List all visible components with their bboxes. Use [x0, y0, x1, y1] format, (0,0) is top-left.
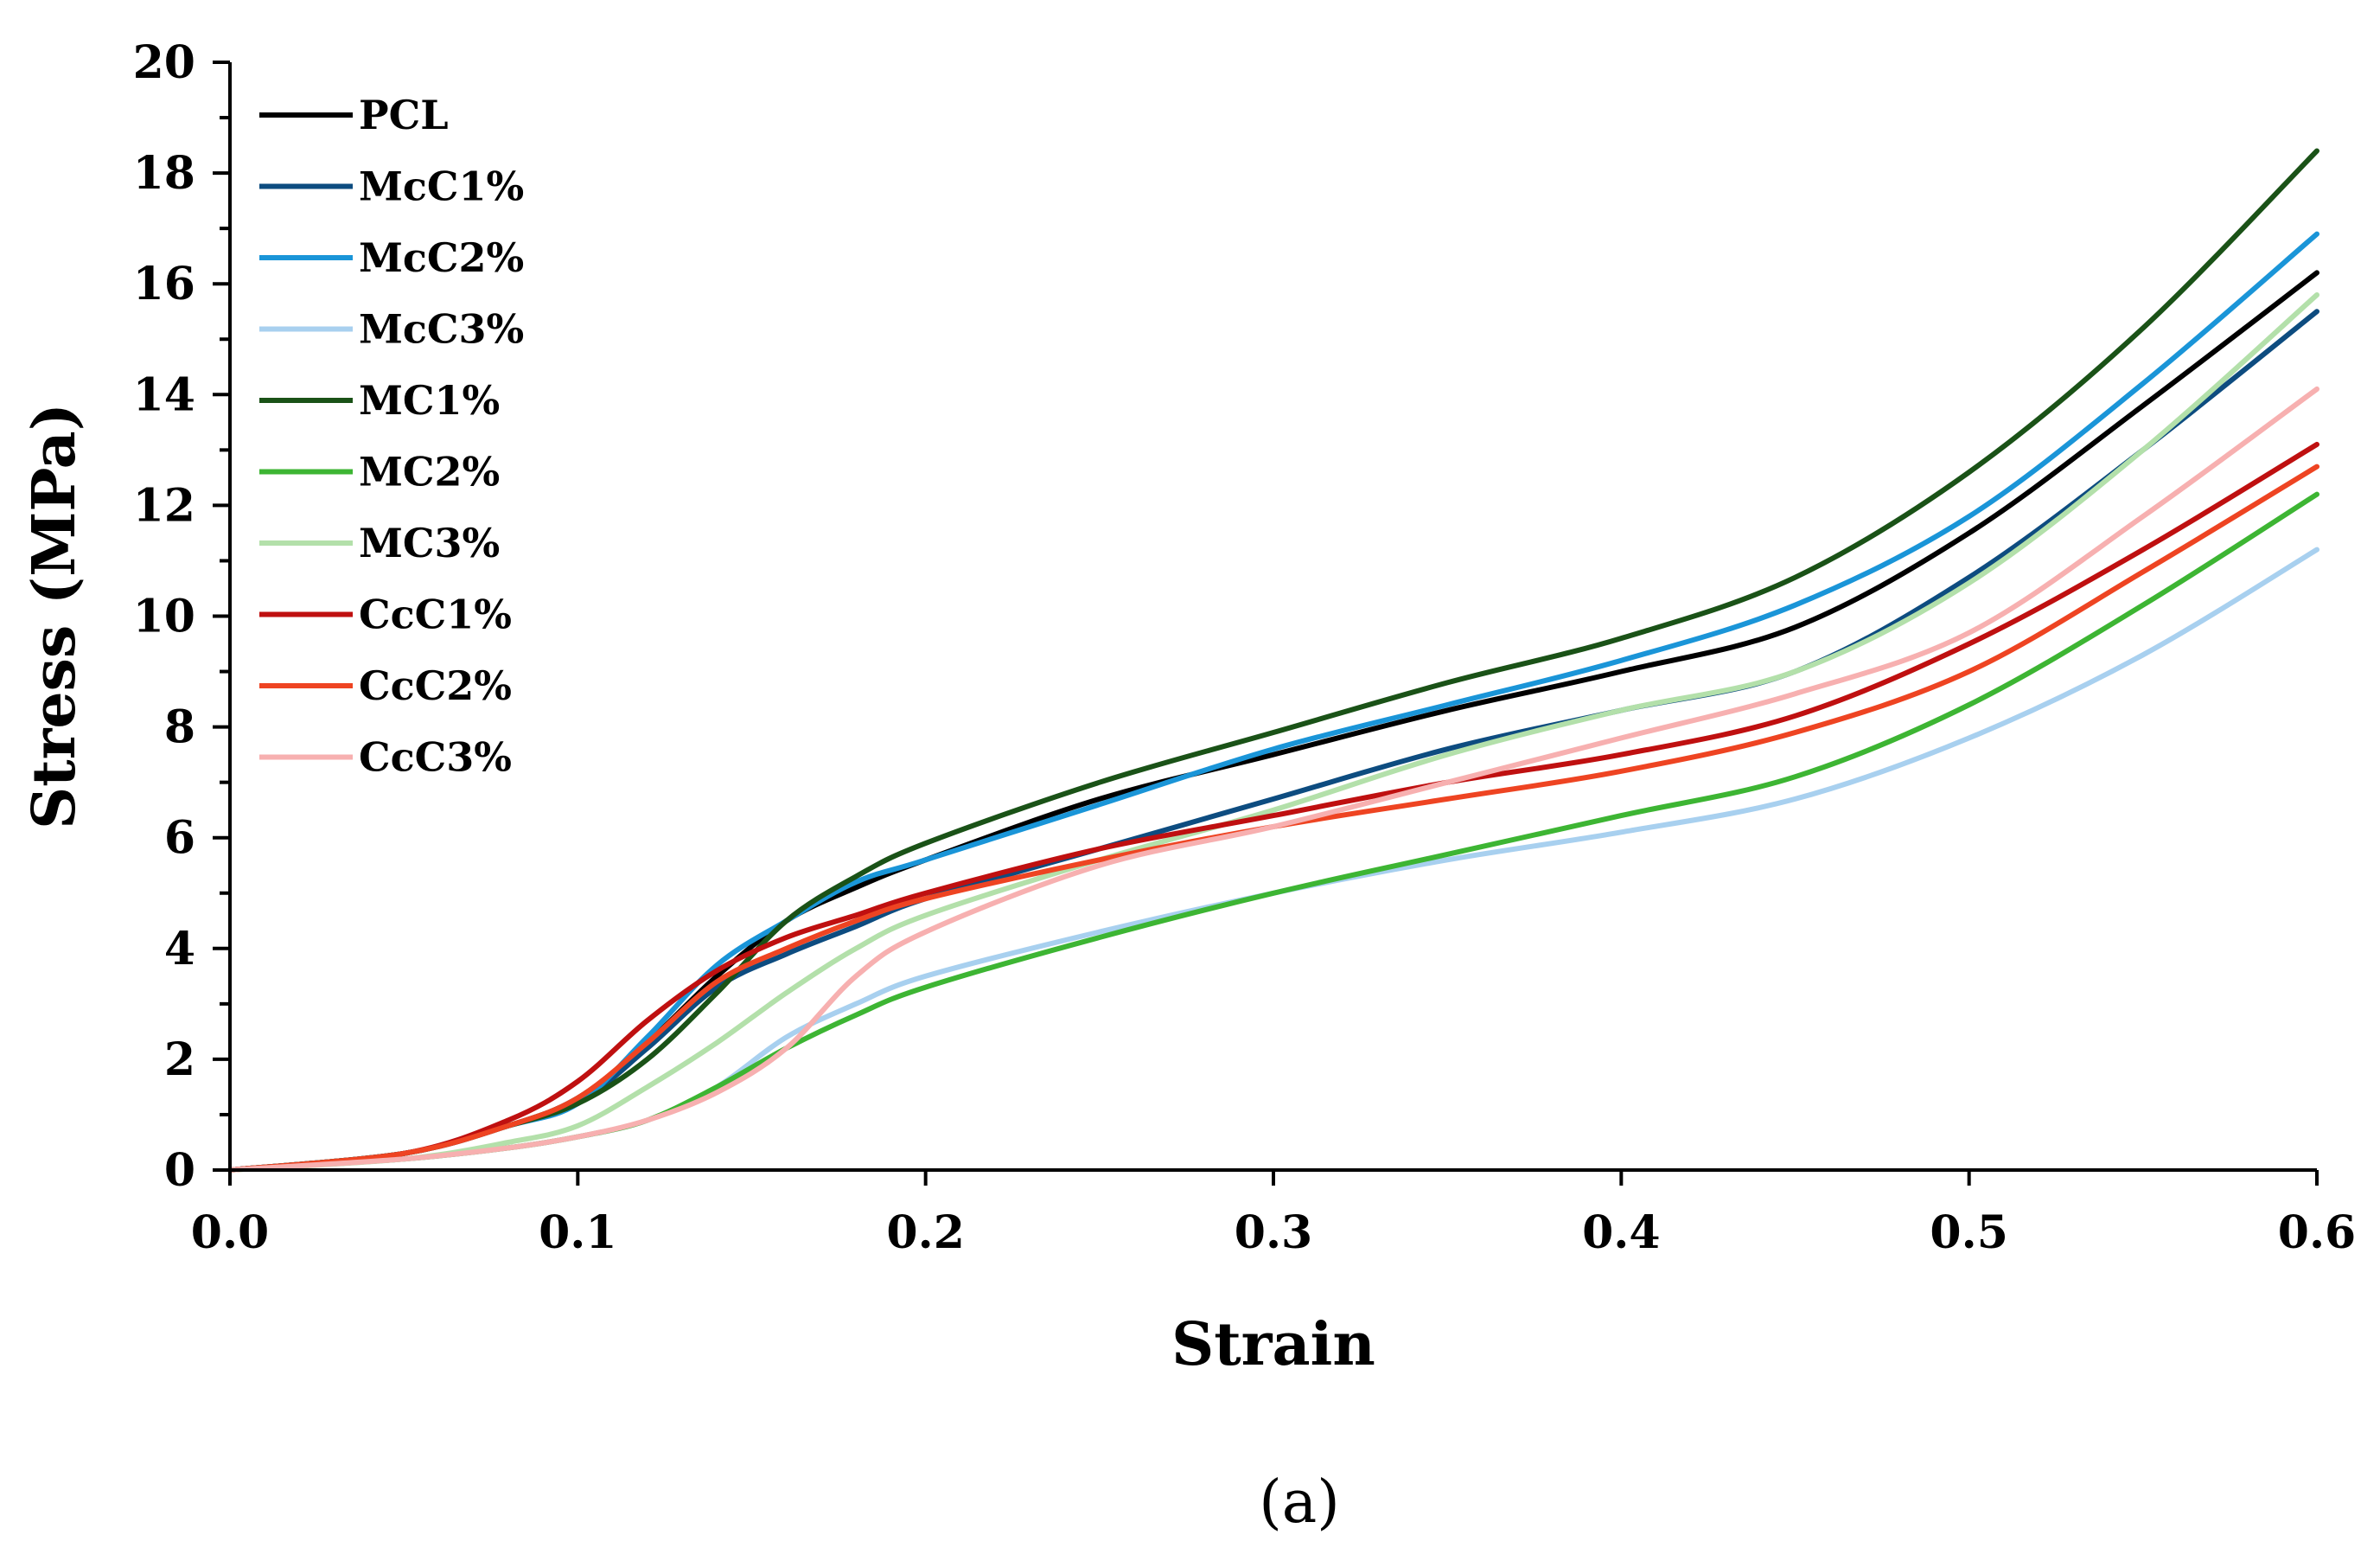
- legend-label-mc2pct: MC2%: [359, 449, 500, 496]
- series-line-ccc1pct: [227, 441, 2319, 1173]
- y-tick-label: 4: [164, 923, 195, 975]
- legend-label-mc3pct: MC3%: [359, 520, 500, 566]
- y-tick-label: 18: [133, 147, 195, 200]
- panel-label: (a): [1259, 1468, 1340, 1537]
- y-tick-label: 10: [133, 591, 195, 643]
- x-tick-label: 0.5: [1930, 1206, 2007, 1259]
- series-line-ccc3pct: [227, 386, 2319, 1173]
- x-tick-label: 0.3: [1235, 1206, 1312, 1259]
- y-tick-label: 16: [133, 258, 195, 310]
- series-line-ccc2pct: [227, 464, 2319, 1173]
- y-tick-label: 0: [164, 1144, 195, 1197]
- series-line-mcc2pct: [227, 231, 2319, 1173]
- legend-label-mcc1pct: McC1%: [359, 163, 524, 210]
- x-tick-label: 0.4: [1582, 1206, 1660, 1259]
- y-tick-label: 6: [164, 812, 195, 865]
- series-line-mc1pct: [227, 148, 2319, 1173]
- x-tick-label: 0.1: [539, 1206, 616, 1259]
- legend: PCL McC1% McC2% McC3% MC1% MC2% MC3% CcC1% CcC2%…: [259, 92, 524, 781]
- x-tick-label: 0.0: [191, 1206, 269, 1259]
- legend-label-mcc3pct: McC3%: [359, 306, 524, 353]
- y-tick-label: 20: [133, 36, 195, 89]
- x-tick-label: 0.6: [2278, 1206, 2356, 1259]
- legend-label-pcl: PCL: [359, 92, 449, 138]
- y-tick-label: 2: [164, 1033, 195, 1086]
- y-tick-label: 14: [133, 368, 195, 421]
- legend-label-mcc2pct: McC2%: [359, 234, 524, 281]
- legend-label-mc1pct: MC1%: [359, 377, 500, 424]
- legend-label-ccc3pct: CcC3%: [359, 734, 512, 781]
- ticks-layer: 0 2 4 6 8 10 12 14 16 18 20 0.0 0.1 0.2 0.3 0.4 0.5 0.6: [133, 36, 2357, 1259]
- series-line-mcc1pct: [227, 309, 2319, 1173]
- series-line-mcc3pct: [227, 547, 2319, 1173]
- legend-label-ccc1pct: CcC1%: [359, 592, 512, 638]
- x-tick-label: 0.2: [886, 1206, 964, 1259]
- x-axis-title: Strain: [1171, 1310, 1375, 1379]
- series-layer: [227, 148, 2319, 1173]
- y-axis-title: Stress (MPa): [20, 403, 89, 829]
- series-line-mc2pct: [227, 491, 2319, 1173]
- legend-label-ccc2pct: CcC2%: [359, 662, 512, 709]
- y-tick-label: 12: [133, 479, 195, 532]
- y-tick-label: 8: [164, 701, 195, 754]
